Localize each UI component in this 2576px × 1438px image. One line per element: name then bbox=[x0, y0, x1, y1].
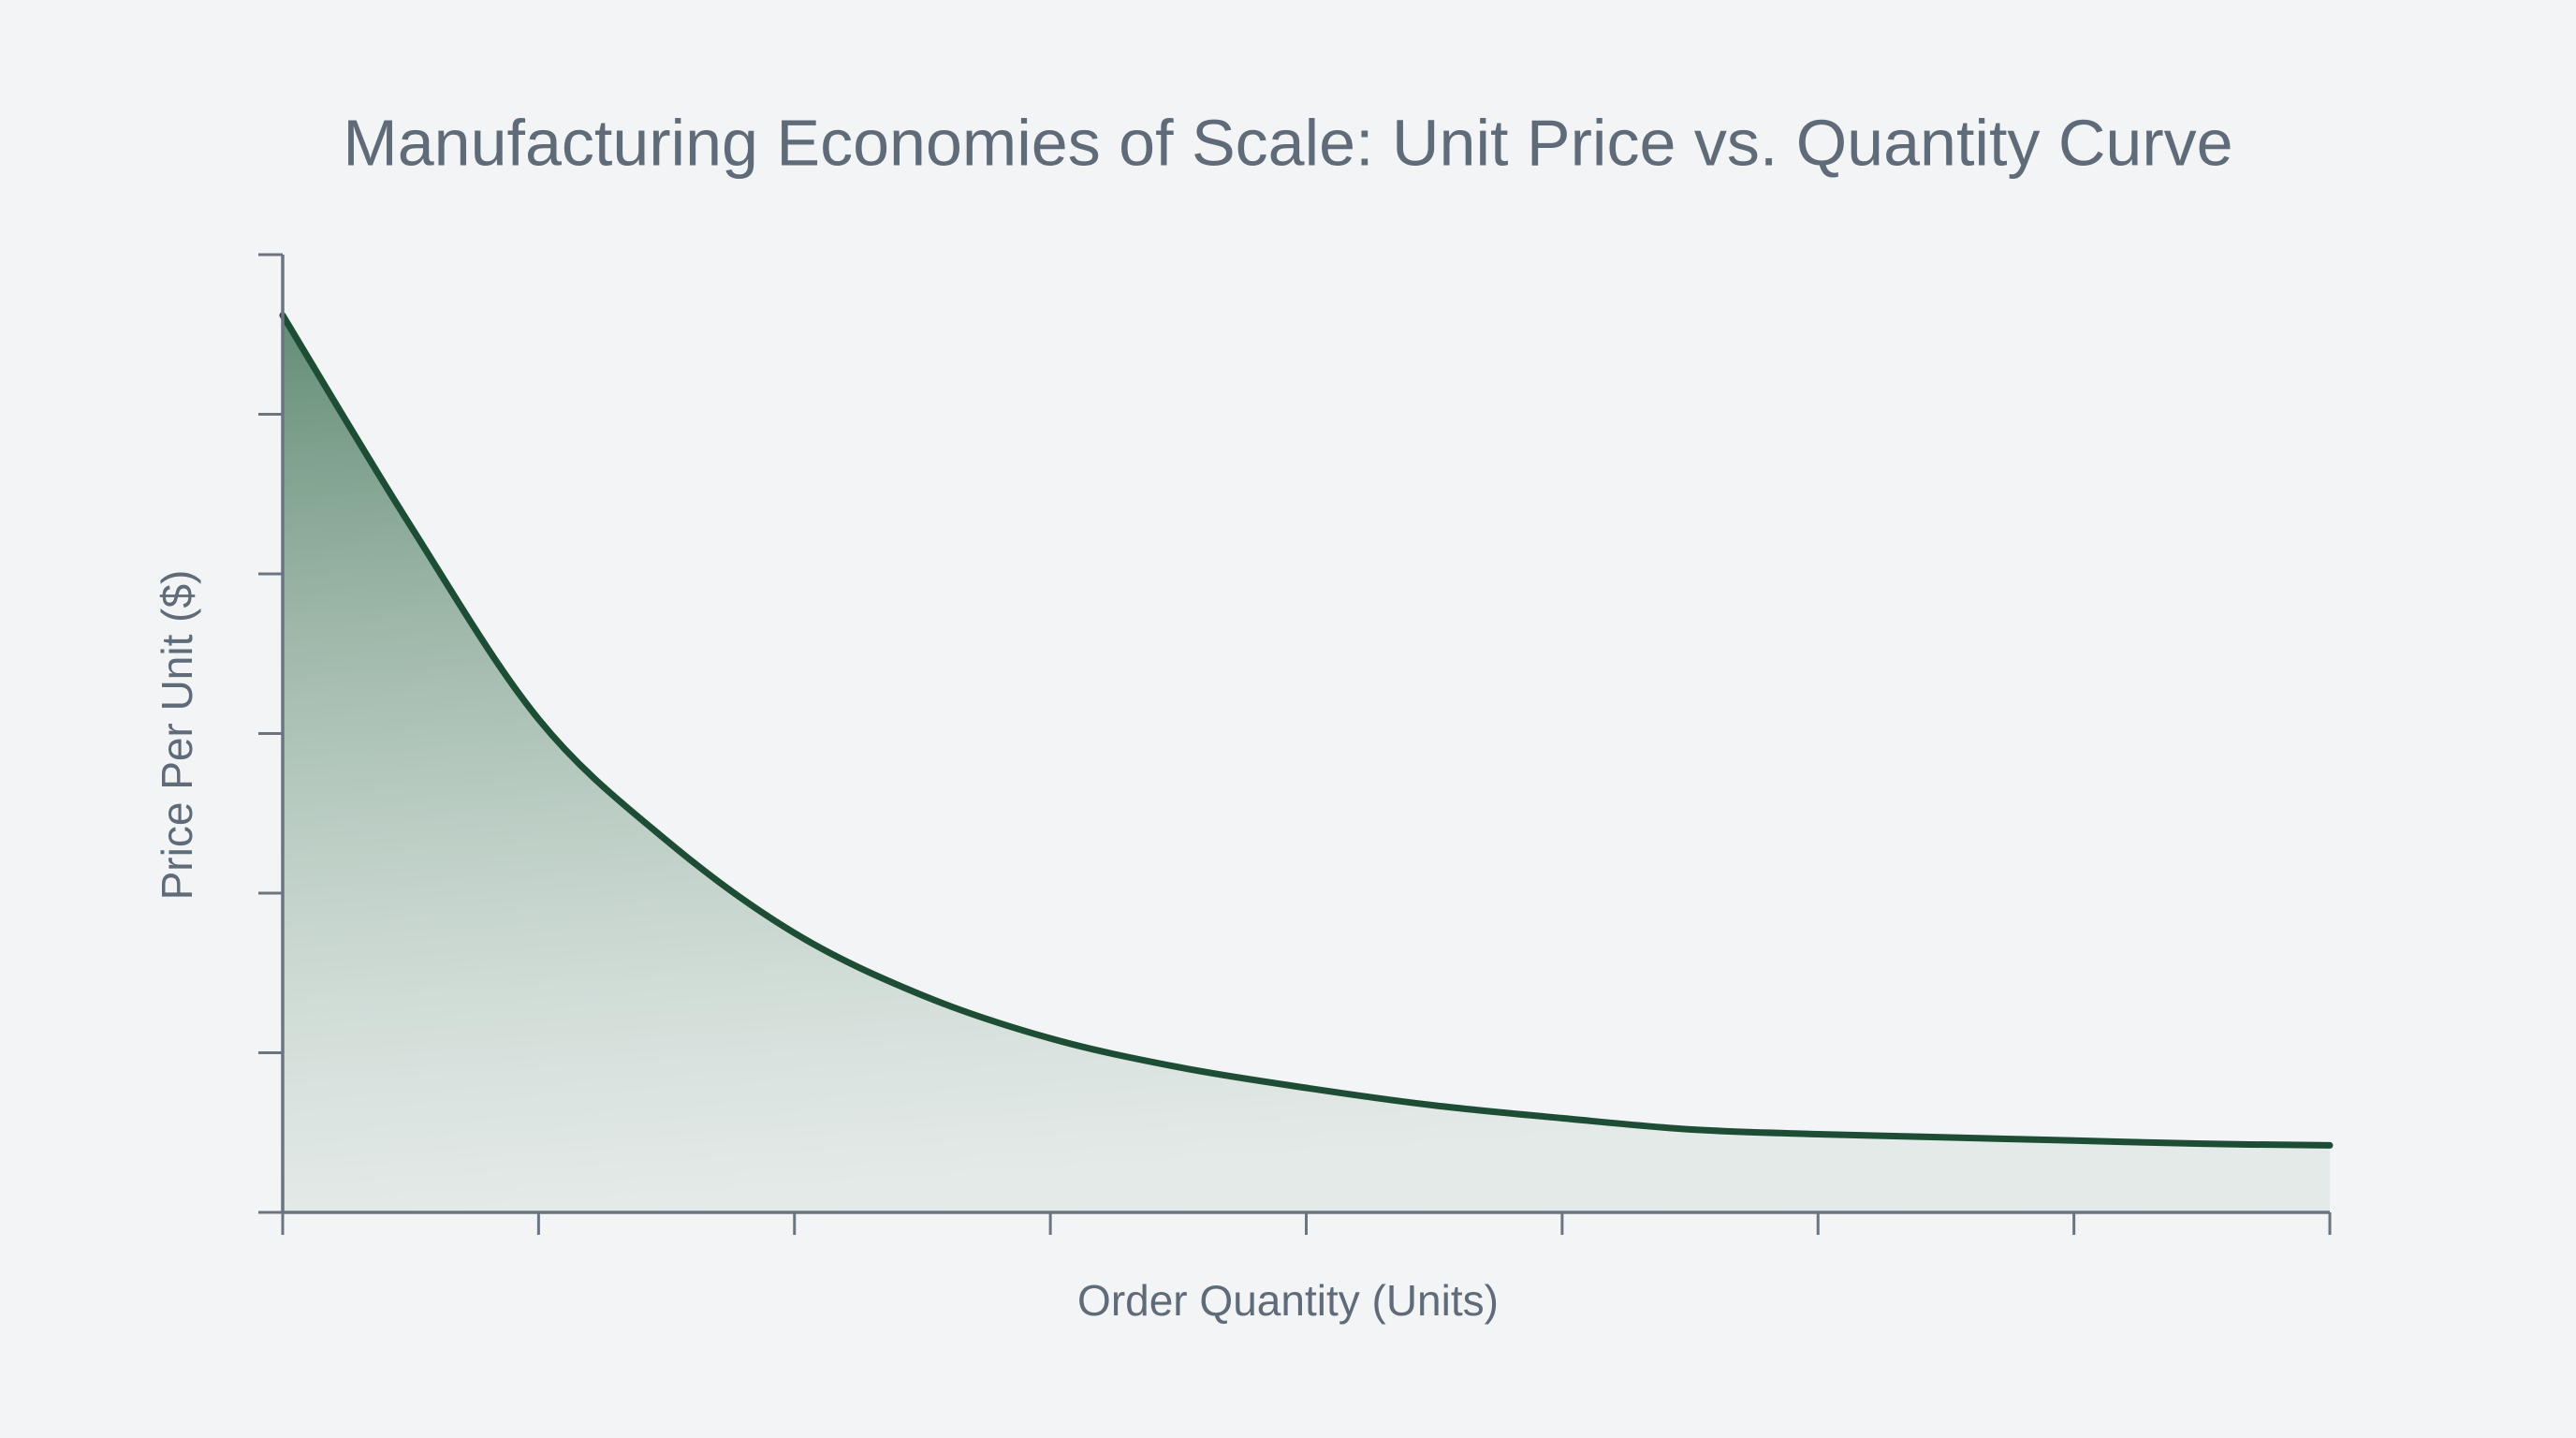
x-axis-label: Order Quantity (Units) bbox=[1077, 1276, 1499, 1325]
chart-title: Manufacturing Economies of Scale: Unit P… bbox=[343, 106, 2232, 179]
area-fill bbox=[283, 315, 2330, 1212]
area-line bbox=[279, 312, 2334, 1149]
y-axis-label: Price Per Unit ($) bbox=[153, 570, 201, 901]
